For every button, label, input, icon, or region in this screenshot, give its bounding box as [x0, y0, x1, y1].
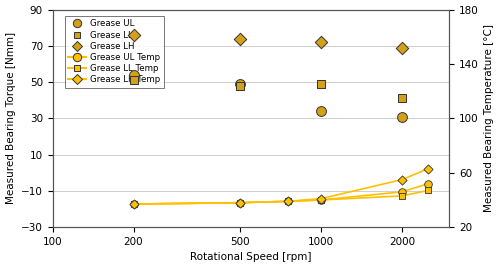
Point [130, 33, 138, 37]
Point [130, 202, 138, 206]
Point [318, 82, 326, 86]
Point [424, 188, 432, 193]
Point [318, 40, 326, 44]
Point [284, 199, 292, 203]
Y-axis label: Measured Bearing Torque [Nmm]: Measured Bearing Torque [Nmm] [6, 32, 16, 204]
Point [236, 200, 244, 205]
Point [130, 73, 138, 77]
Point [236, 82, 244, 86]
Point [130, 202, 138, 206]
Point [236, 36, 244, 41]
Point [318, 198, 326, 202]
Point [130, 78, 138, 83]
Y-axis label: Measured Bearing Temperature [°C]: Measured Bearing Temperature [°C] [484, 24, 494, 212]
Point [236, 200, 244, 205]
Point [424, 181, 432, 186]
Point [398, 114, 406, 119]
Point [318, 198, 326, 202]
Point [398, 96, 406, 100]
Point [398, 190, 406, 194]
Point [318, 196, 326, 201]
Point [236, 200, 244, 205]
X-axis label: Rotational Speed [rpm]: Rotational Speed [rpm] [190, 252, 312, 262]
Point [424, 166, 432, 171]
Point [318, 109, 326, 113]
Point [398, 194, 406, 198]
Point [398, 46, 406, 50]
Point [284, 199, 292, 203]
Point [398, 177, 406, 182]
Point [284, 199, 292, 203]
Legend: Grease UL, Grease LL, Grease LH, Grease UL Temp, Grease LL Temp, Grease LH Temp: Grease UL, Grease LL, Grease LH, Grease … [65, 16, 164, 88]
Point [236, 84, 244, 88]
Point [130, 202, 138, 206]
